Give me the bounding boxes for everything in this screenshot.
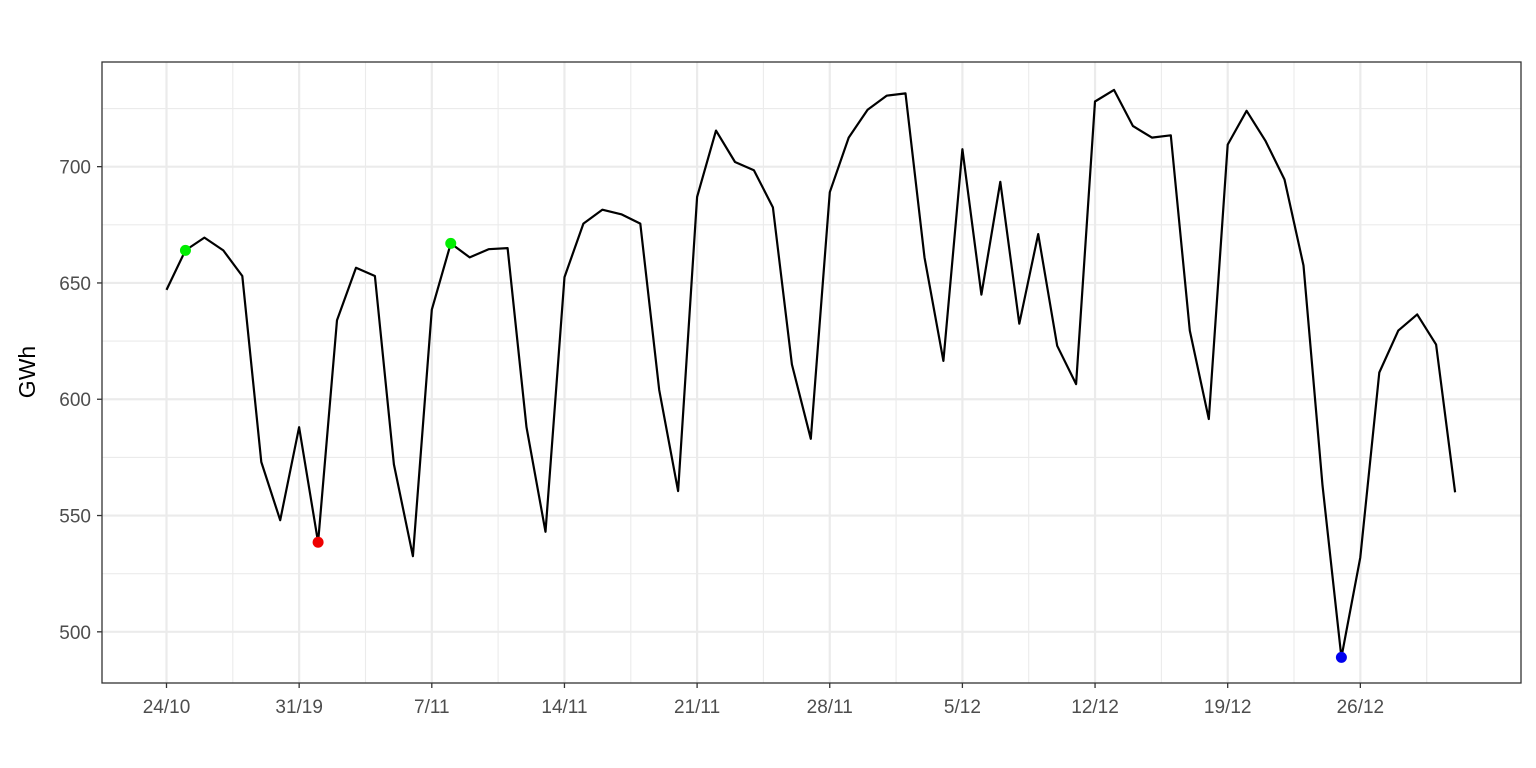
x-tick-label: 31/19 (275, 697, 323, 718)
x-axis: 24/10 31/19 7/11 14/11 21/11 28/11 5/12 12/12 19… (143, 683, 1384, 718)
series-line (165, 88, 1457, 659)
y-tick-label: 500 (59, 623, 91, 644)
panel-background (102, 62, 1521, 683)
y-axis-title: GWh (14, 346, 40, 398)
x-tick-label: 26/12 (1337, 697, 1385, 718)
highlight-point (445, 237, 457, 249)
minor-gridlines (102, 62, 1521, 683)
y-tick-label: 600 (59, 390, 91, 411)
x-tick-label: 7/11 (414, 697, 450, 718)
x-tick-label: 19/12 (1204, 697, 1252, 718)
x-tick-label: 21/11 (674, 697, 720, 718)
panel-border (101, 61, 1522, 684)
x-tick-label: 5/12 (944, 697, 981, 718)
y-axis: 500 550 600 650 700 (59, 158, 102, 644)
y-tick-label: 700 (59, 158, 91, 179)
x-tick-label: 24/10 (143, 697, 191, 718)
highlight-point (312, 536, 324, 548)
highlight-point (179, 244, 191, 256)
highlight-point (1335, 651, 1347, 663)
x-tick-label: 28/11 (807, 697, 853, 718)
x-tick-label: 12/12 (1071, 697, 1119, 718)
x-tick-label: 14/11 (541, 697, 587, 718)
y-tick-label: 650 (59, 274, 91, 295)
y-tick-label: 550 (59, 507, 91, 528)
major-gridlines (102, 62, 1521, 683)
series-layer (165, 88, 1457, 659)
highlight-points (179, 237, 1347, 663)
